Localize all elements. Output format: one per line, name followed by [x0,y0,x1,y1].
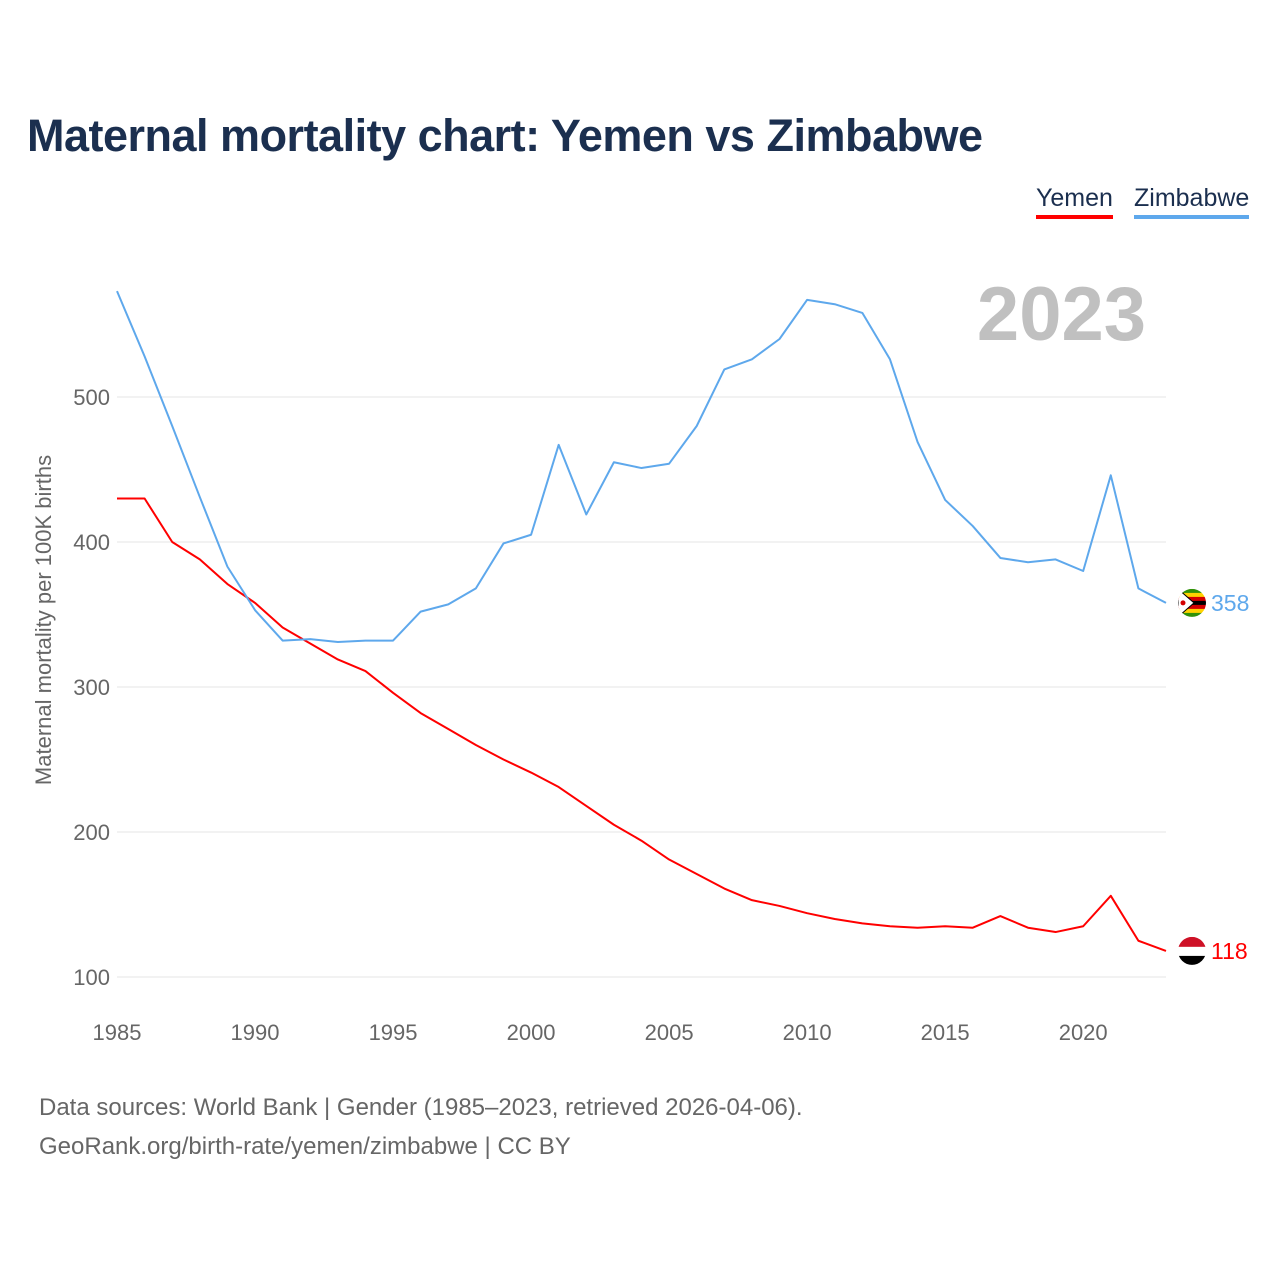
x-tick-label: 1995 [369,1020,418,1045]
series-line-zimbabwe [116,290,1167,644]
source-line-1: Data sources: World Bank | Gender (1985–… [39,1094,803,1121]
yemen-flag-icon [1178,936,1206,965]
source-line-2[interactable]: GeoRank.org/birth-rate/yemen/zimbabwe | … [39,1133,571,1160]
chart-title: Maternal mortality chart: Yemen vs Zimba… [27,110,983,161]
legend-yemen[interactable]: Yemen [1036,184,1113,219]
end-value-label-zimbabwe: 358 [1211,590,1249,616]
year-watermark: 2023 [977,272,1146,357]
x-tick-label: 2005 [645,1020,694,1045]
y-tick-label: 400 [73,530,110,555]
y-tick-label: 300 [73,675,110,700]
x-tick-label: 2000 [507,1020,556,1045]
y-tick-label: 200 [73,820,110,845]
x-tick-label: 2015 [921,1020,970,1045]
x-tick-label: 2010 [783,1020,832,1045]
x-tick-label: 2020 [1059,1020,1108,1045]
legend-zimbabwe[interactable]: Zimbabwe [1134,184,1250,219]
x-tick-label: 1990 [231,1020,280,1045]
zimbabwe-flag-icon [1178,588,1206,617]
y-tick-label: 100 [73,965,110,990]
end-value-label-yemen: 118 [1211,938,1248,964]
x-tick-label: 1985 [93,1020,142,1045]
series-line-yemen [117,497,1167,952]
y-tick-label: 500 [73,385,110,410]
y-axis-label: Maternal mortality per 100K births [31,455,56,785]
source-note: Data sources: World Bank | Gender (1985–… [39,1088,803,1166]
